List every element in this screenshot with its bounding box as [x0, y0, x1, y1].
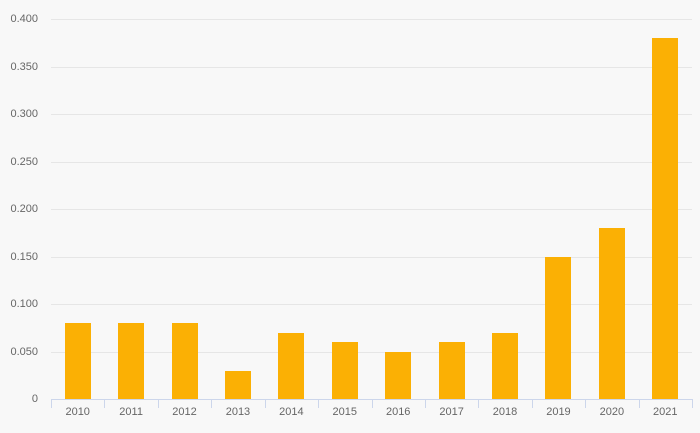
x-axis-tick — [371, 400, 373, 408]
bar-2015[interactable] — [331, 342, 358, 399]
bar-2019[interactable] — [545, 256, 572, 399]
x-axis-label-2014: 2014 — [279, 406, 304, 418]
x-axis-label-2019: 2019 — [546, 406, 571, 418]
x-axis-label-2015: 2015 — [332, 406, 358, 418]
gridline — [51, 209, 692, 210]
x-axis-tick — [585, 400, 587, 408]
bar-2014[interactable] — [278, 332, 305, 399]
x-axis-tick — [211, 400, 213, 408]
x-axis-tick — [692, 400, 693, 408]
bar-2018[interactable] — [492, 332, 519, 399]
y-axis-label-0.400: 0.400 — [10, 13, 38, 25]
x-axis-tick — [264, 400, 266, 408]
bar-2021[interactable] — [652, 38, 679, 399]
y-axis-label-0.350: 0.350 — [10, 60, 38, 73]
x-axis-label-2017: 2017 — [439, 406, 464, 418]
y-axis-label-0.050: 0.050 — [10, 345, 38, 358]
gridline — [51, 351, 692, 353]
x-axis-tick — [478, 400, 480, 408]
bar-2011[interactable] — [118, 323, 145, 399]
y-axis-label-0.200: 0.200 — [10, 203, 38, 215]
y-axis-label-0: 0 — [31, 393, 38, 405]
x-axis-tick — [157, 400, 159, 408]
gridline — [51, 19, 692, 20]
x-axis-tick — [638, 400, 640, 408]
x-axis-tick — [424, 400, 426, 408]
y-axis-label-0.300: 0.300 — [10, 108, 38, 120]
x-axis-tick — [318, 400, 320, 408]
gridline — [51, 304, 692, 305]
x-axis-label-2013: 2013 — [225, 406, 251, 418]
y-axis-label-0.150: 0.150 — [10, 250, 38, 263]
gridline — [51, 114, 692, 115]
x-axis-label-2010: 2010 — [65, 406, 90, 418]
bar-2013[interactable] — [224, 370, 251, 399]
x-axis-tick — [531, 400, 533, 408]
x-axis-label-2021: 2021 — [653, 406, 678, 418]
bar-2012[interactable] — [171, 323, 198, 399]
y-axis-label-0.100: 0.100 — [10, 298, 38, 310]
bar-2016[interactable] — [385, 351, 412, 399]
gridline — [51, 161, 692, 163]
gridline — [51, 256, 692, 258]
x-axis-label-2011: 2011 — [119, 406, 143, 418]
y-axis-label-0.250: 0.250 — [10, 155, 38, 168]
bar-2010[interactable] — [64, 323, 91, 399]
x-axis-label-2016: 2016 — [385, 406, 411, 418]
x-axis-line — [51, 399, 693, 400]
x-axis-tick — [51, 400, 52, 408]
bar-2017[interactable] — [438, 342, 465, 399]
x-axis-label-2020: 2020 — [599, 406, 625, 418]
x-axis-label-2018: 2018 — [492, 406, 518, 418]
x-axis-label-2012: 2012 — [172, 406, 197, 418]
bar-2020[interactable] — [598, 228, 625, 399]
x-axis-tick — [104, 400, 106, 408]
gridline — [51, 66, 692, 68]
